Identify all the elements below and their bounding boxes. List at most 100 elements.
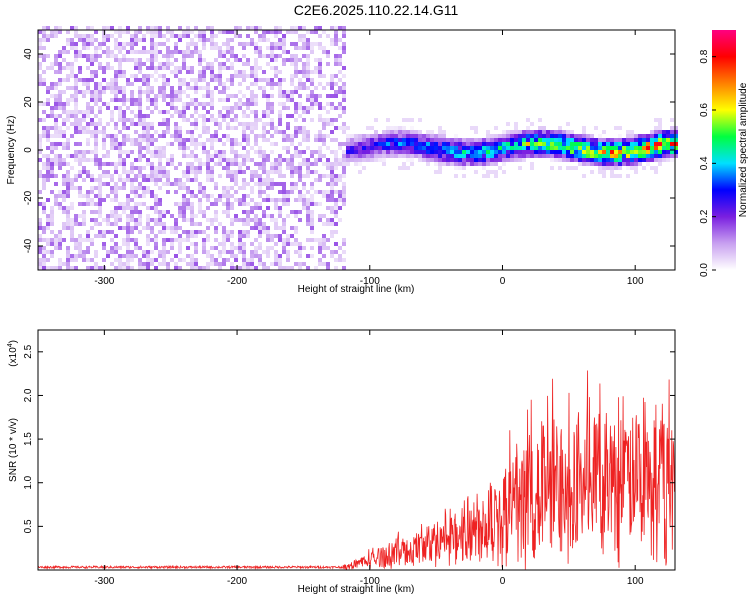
spectrogram-cell-2092: [282, 218, 286, 222]
spectrogram-cell-2966: [518, 138, 522, 142]
spectrogram-cell-3296: [666, 158, 670, 162]
spectrogram-cell-749: [126, 250, 130, 254]
spectrogram-cell-414: [86, 150, 90, 154]
spectrogram-cell-3034: [550, 134, 554, 138]
spectrogram-cell-1589: [222, 142, 226, 146]
spectrogram-cell-2517: [334, 30, 338, 34]
spectrogram-cell-1153: [170, 158, 174, 162]
spectrogram-cell-2749: [422, 154, 426, 158]
spectrogram-cell-2444: [326, 94, 330, 98]
spectrogram-cell-2462: [330, 182, 334, 186]
spectrogram-cell-443: [90, 202, 94, 206]
spectrogram-cell-1762: [242, 130, 246, 134]
spectrogram-cell-1715: [238, 230, 242, 234]
spectrogram-cell-1859: [254, 134, 258, 138]
spectrogram-cell-364: [78, 70, 82, 74]
spectrogram-cell-2048: [278, 262, 282, 266]
spectrogram-cell-202: [62, 226, 66, 230]
spectrogram-cell-1937: [262, 114, 266, 118]
spectrogram-cell-2216: [298, 242, 302, 246]
spectrogram-cell-24: [38, 74, 42, 78]
spectrogram-cell-518: [98, 190, 102, 194]
spectrogram-cell-1892: [258, 194, 262, 198]
spectrogram-cell-860: [138, 210, 142, 214]
spectrogram-cell-2847: [466, 146, 470, 150]
spectrogram-cell-1372: [194, 90, 198, 94]
spectrogram-cell-341: [78, 242, 82, 246]
spectrogram-cell-1300: [186, 54, 190, 58]
spectrogram-cell-2387: [318, 94, 322, 98]
spectrogram-cell-2033: [274, 142, 278, 146]
spectrogram-cell-980: [150, 154, 154, 158]
spectrogram-cell-3051: [558, 134, 562, 138]
spectrogram-cell-3207: [626, 142, 630, 146]
spectrogram-cell-1131: [166, 102, 170, 106]
spectrogram-cell-2089: [282, 230, 286, 234]
spectrogram-cell-1552: [218, 154, 222, 158]
spectrogram-cell-913: [142, 118, 146, 122]
spectrogram-cell-2523: [338, 206, 342, 210]
spectrogram-cell-1824: [250, 158, 254, 162]
spectrogram-cell-445: [90, 190, 94, 194]
spectrogram-cell-2284: [306, 202, 310, 206]
spectrogram-cell-949: [146, 126, 150, 130]
spectrogram-cell-2422: [322, 30, 326, 34]
spectrogram-cell-1049: [158, 210, 162, 214]
spectrogram-cell-2023: [274, 222, 278, 226]
spectrogram-cell-455: [90, 110, 94, 114]
spectrogram-cell-2500: [334, 158, 338, 162]
spectrogram-cell-1677: [230, 30, 234, 34]
spectrogram-cell-1252: [182, 150, 186, 154]
spectrogram-cell-1525: [214, 182, 218, 186]
spectrogram-cell-1501: [210, 90, 214, 94]
spectrogram-cell-1985: [270, 238, 274, 242]
spectrogram-cell-1714: [238, 234, 242, 238]
spectrogram-cell-165: [58, 266, 62, 270]
spectrogram-cell-2836: [462, 162, 466, 166]
spectrogram-cell-1215: [178, 178, 182, 182]
spectrogram-cell-1922: [262, 198, 266, 202]
spectrogram-cell-2841: [462, 142, 466, 146]
spectrogram-cell-109: [50, 206, 54, 210]
spectrogram-cell-3144: [602, 170, 606, 174]
spectrogram-cell-1646: [230, 234, 234, 238]
spectrogram-cell-527: [98, 122, 102, 126]
spectrogram-cell-2549: [342, 250, 346, 254]
spectrogram-cell-2864: [474, 142, 478, 146]
spectrogram-cell-1230: [178, 78, 182, 82]
spectrogram-cell-1045: [158, 230, 162, 234]
spectrogram-cell-2829: [458, 154, 462, 158]
spectrogram-cell-381: [82, 170, 86, 174]
spectrogram-cell-2577: [342, 66, 346, 70]
spectrogram-cell-53: [42, 126, 46, 130]
spectrogram-cell-2401: [322, 242, 326, 246]
spectrogram-cell-1676: [230, 38, 234, 42]
spectrogram-cell-2963: [518, 150, 522, 154]
spectrogram-cell-1216: [178, 162, 182, 166]
spectrogram-cell-1132: [166, 94, 170, 98]
spectrogram-cell-1369: [194, 106, 198, 110]
spectrogram-cell-3295: [662, 130, 666, 134]
spectrogram-cell-705: [118, 34, 122, 38]
spectrogram-cell-686: [118, 150, 122, 154]
spectrogram-cell-1258: [182, 110, 186, 114]
spectrogram-cell-1908: [258, 54, 262, 58]
spectrogram-cell-1322: [190, 178, 194, 182]
spectrogram-cell-174: [58, 202, 62, 206]
spectrogram-cell-1066: [158, 90, 162, 94]
spectrogram-cell-1818: [250, 198, 254, 202]
spectrogram-cell-2232: [298, 114, 302, 118]
spectrogram-cell-3179: [614, 142, 618, 146]
spectrogram-cell-2085: [282, 250, 286, 254]
spectrogram-cell-2550: [342, 242, 346, 246]
spectrogram-cell-515: [98, 202, 102, 206]
spectrogram-cell-366: [78, 54, 82, 58]
spectrogram-cell-1979: [266, 54, 270, 58]
spectrogram-cell-1890: [258, 206, 262, 210]
spectrogram-cell-824: [134, 218, 138, 222]
spectrogram-cell-2240: [298, 58, 302, 62]
spectrogram-cell-66: [42, 26, 46, 30]
spectrogram-cell-2305: [306, 62, 310, 66]
spectrogram-cell-1063: [158, 122, 162, 126]
spectrogram-cell-2104: [282, 130, 286, 134]
